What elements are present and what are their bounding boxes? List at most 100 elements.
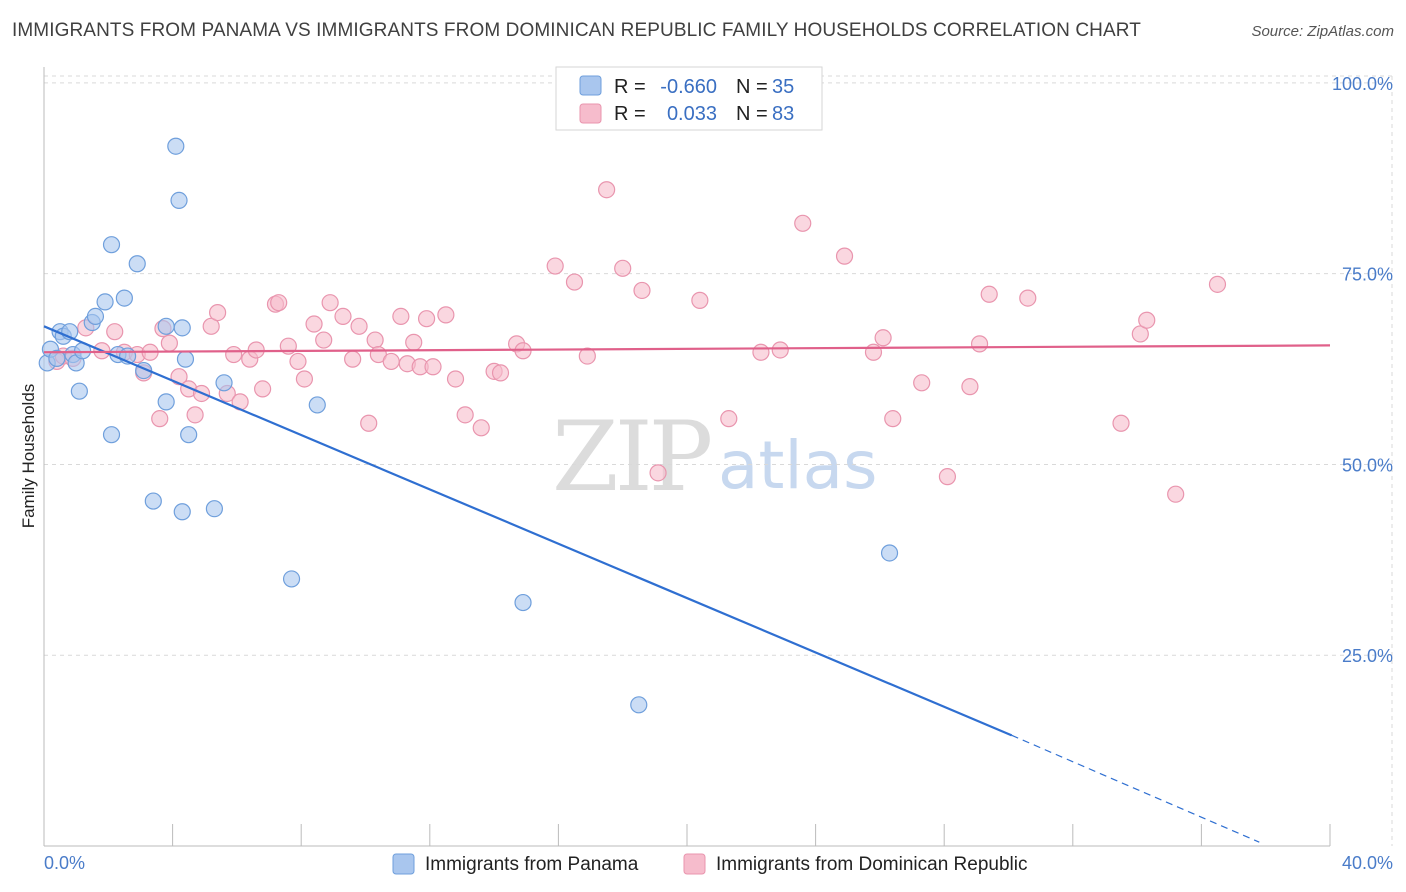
panama-point [176,350,195,368]
dominican-point [270,294,288,312]
panama-point [880,544,899,562]
dominican-point [446,370,465,388]
dominican-point [578,347,596,365]
panama-point [180,426,198,444]
dominican-point [225,345,243,364]
dominican-point [289,352,307,371]
dominican-point [334,307,352,326]
dominican-point [160,334,178,352]
y-tick-label: 100.0% [1332,74,1393,94]
panama-point [170,191,188,210]
dominican-point [209,303,227,322]
legend-swatch-panama [579,75,602,96]
dominican-point [151,410,169,428]
panama-point [115,289,133,307]
panama-point [157,393,175,411]
y-axis-label: Family Households [19,384,38,529]
dominican-point [405,333,423,351]
dominican-point [752,343,770,361]
dominican-point [305,315,323,333]
legend-n-value-dominican: 83 [772,103,794,125]
legend-n-value-panama: 35 [772,76,794,98]
axes [43,67,1331,847]
dominican-point [970,335,989,353]
dominican-point [437,306,455,324]
dominican-point [835,247,854,265]
dominican-point [614,259,632,277]
dominican-point [360,414,378,432]
dominican-point [472,419,490,437]
panama-point [173,319,191,337]
panama-trend-line [43,325,1013,737]
dominican-point [186,406,204,424]
legend-r-value-dominican: 0.033 [667,103,717,125]
panama-point [48,349,66,367]
dominican-point [315,331,333,349]
panama-point [144,492,162,510]
dominican-point [771,341,789,359]
dominican-point [254,380,272,398]
series-legend: Immigrants from Panama Immigrants from D… [392,853,1028,875]
dominican-point [649,464,667,482]
panama-point [173,503,191,521]
correlation-legend: R = -0.660 N = 35 R = 0.033 N = 83 [555,66,823,131]
y-tick-label: 25.0% [1342,646,1393,666]
panama-point [86,307,105,326]
dominican-point [366,331,384,349]
y-tick-label: 50.0% [1342,455,1393,475]
dominican-point [546,257,564,275]
y-tick-label: 75.0% [1342,265,1393,285]
dominican-point [392,307,410,326]
dominican-point [565,273,584,291]
bottom-legend-swatch-panama [392,853,415,875]
chart-source: Source: ZipAtlas.com [1251,23,1394,40]
panama-point [282,570,301,588]
panama-point [205,500,223,518]
legend-r-label: R = [614,76,646,98]
chart-title: IMMIGRANTS FROM PANAMA VS IMMIGRANTS FRO… [12,20,1141,41]
dominican-point [1131,325,1149,343]
dominican-point [202,317,220,335]
dominican-point [633,281,651,300]
bottom-legend-label-dominican: Immigrants from Dominican Republic [716,854,1028,875]
dominican-point [350,317,368,335]
dominican-point [344,350,362,368]
dominican-point [691,291,709,309]
panama-point [96,293,114,311]
panama-point [102,236,121,254]
panama-point [128,255,146,273]
trend-lines [43,325,1331,843]
dominican-point [456,406,474,424]
dominican-point [598,181,616,199]
panama-point [102,426,121,444]
dominican-point [1167,485,1185,503]
x-tick-label-max: 40.0% [1342,853,1393,873]
panama-point [70,382,88,400]
dominican-point [417,310,436,328]
dominican-point [961,378,979,396]
legend-n-label: N = [736,76,768,98]
dominican-point [864,343,883,361]
dominican-point [980,285,998,303]
dominican-point [1138,311,1156,329]
watermark: ZIP atlas [552,401,878,513]
panama-trend-extension [1011,734,1260,843]
panama-point [308,396,326,414]
dominican-point [382,352,400,371]
watermark-atlas: atlas [718,427,878,504]
x-tick-label-min: 0.0% [44,853,85,873]
legend-r-label: R = [614,103,646,125]
dominican-point [884,410,902,428]
dominican-point [247,341,265,359]
dominican-point [1208,275,1227,293]
panama-point [215,374,233,392]
legend-swatch-dominican [579,103,602,124]
panama-point [167,137,185,155]
dominican-point [913,374,931,392]
legend-n-label: N = [736,103,768,125]
panama-point [514,593,532,612]
dominican-point [321,294,339,312]
data-points [38,137,1227,714]
panama-point [157,317,175,335]
watermark-zip: ZIP [552,401,711,513]
